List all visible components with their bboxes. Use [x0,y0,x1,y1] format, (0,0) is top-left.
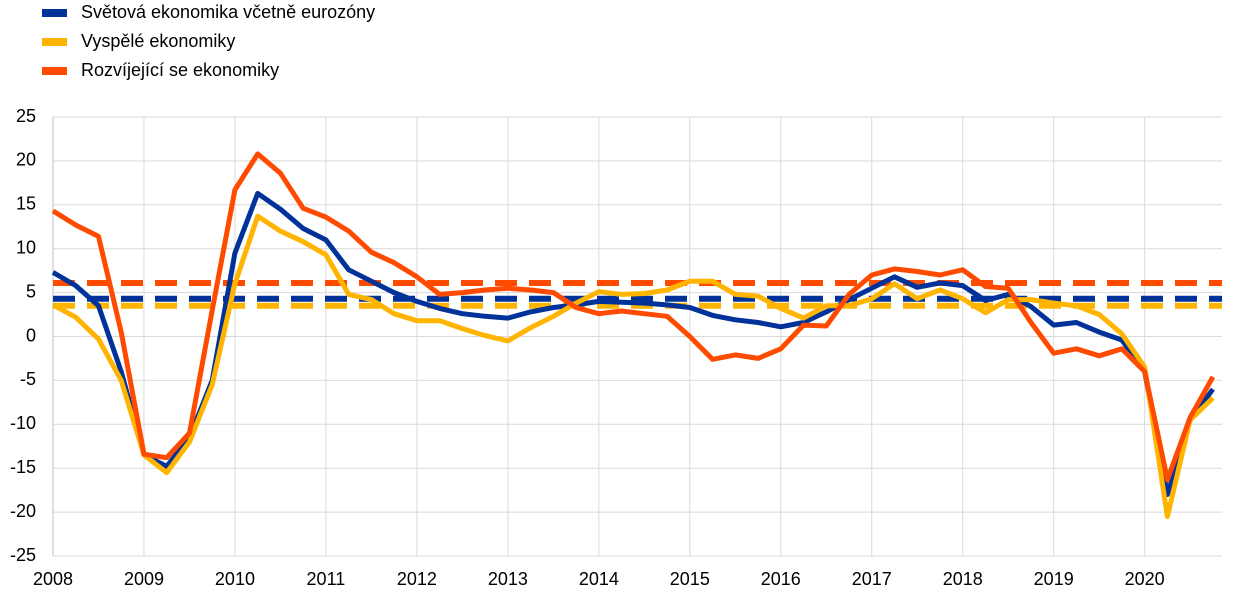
y-tick-label: 10 [16,237,36,257]
y-tick-label: 25 [16,106,36,126]
legend-label: Světová ekonomika včetně eurozóny [81,2,375,22]
series-line [51,151,1216,483]
x-tick-label: 2019 [1034,569,1074,589]
y-tick-label: 0 [26,325,36,345]
x-tick-label: 2018 [943,569,983,589]
legend-swatch [42,38,67,46]
x-tick-label: 2008 [33,569,73,589]
y-tick-label: -25 [10,545,36,565]
y-tick-label: -5 [20,369,36,389]
y-tick-label: -20 [10,501,36,521]
x-tick-label: 2009 [124,569,164,589]
x-tick-label: 2013 [488,569,528,589]
y-tick-label: 15 [16,194,36,214]
y-tick-label: -10 [10,413,36,433]
x-tick-label: 2014 [579,569,619,589]
x-tick-label: 2015 [670,569,710,589]
x-tick-label: 2010 [215,569,255,589]
legend-label: Rozvíjející se ekonomiky [81,60,279,80]
x-tick-label: 2017 [852,569,892,589]
legend-label: Vyspělé ekonomiky [81,31,235,51]
y-tick-label: 5 [26,281,36,301]
x-tick-label: 2011 [307,569,346,589]
x-tick-label: 2020 [1125,569,1165,589]
y-tick-label: -15 [10,457,36,477]
legend-swatch [42,67,67,75]
legend-swatch [42,9,67,17]
x-tick-label: 2016 [761,569,801,589]
y-tick-label: 20 [16,150,36,170]
x-tick-label: 2012 [397,569,437,589]
series-line [51,213,1215,519]
